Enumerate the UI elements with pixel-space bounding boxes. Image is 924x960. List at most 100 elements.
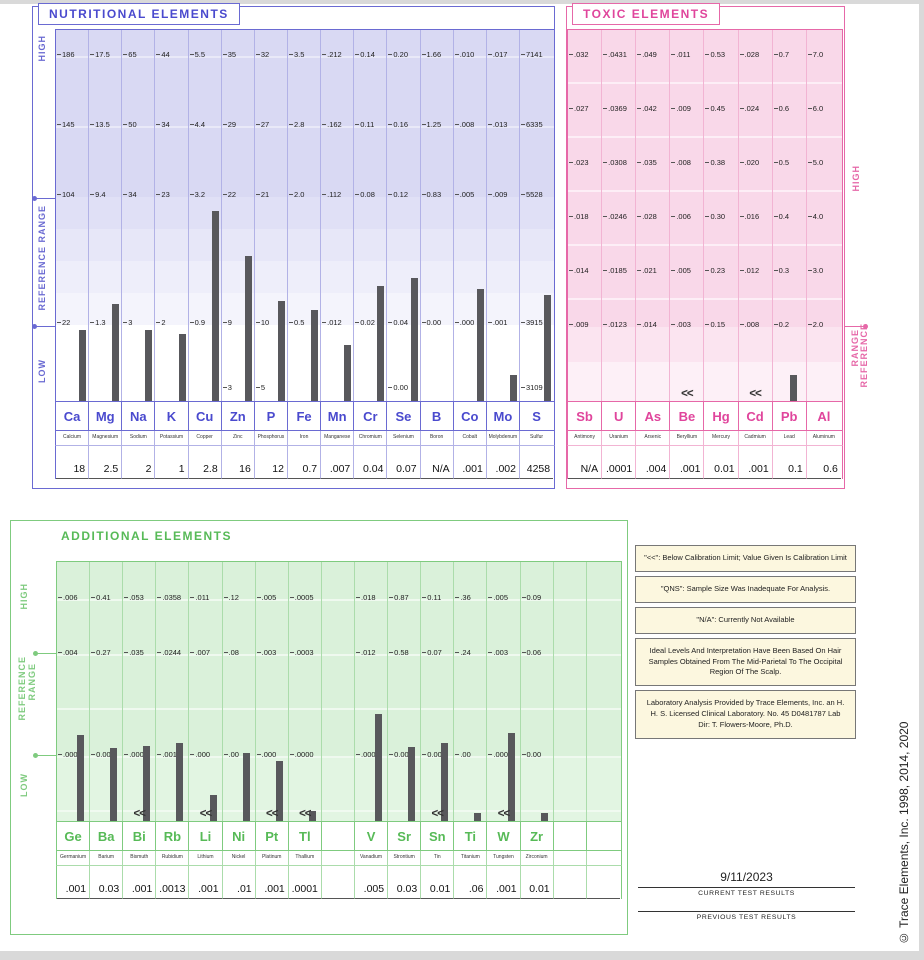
scale-tick: 0.11 — [422, 594, 441, 602]
scale-tick: 0.5 — [289, 319, 304, 327]
element-name: Lithium — [189, 851, 223, 865]
scale-tick: 3109 — [521, 384, 543, 392]
result-bar — [244, 256, 252, 401]
scale-tick: 3.0 — [808, 267, 823, 275]
element-column-Mn: .212 .162 .112 .012 — [321, 30, 355, 401]
scale-tick: .000 — [488, 751, 508, 759]
result-value: 0.01 — [421, 866, 455, 899]
element-symbol: Al — [817, 408, 831, 424]
below-calibration-flag: << — [299, 808, 311, 820]
scale-tick: 29 — [223, 121, 236, 129]
current-results-line — [638, 887, 855, 888]
spacer — [638, 897, 855, 910]
result-value: 0.7 — [287, 446, 322, 479]
scale-tick: .0003 — [290, 649, 314, 657]
element-column-As: .049 .042 .035 .028 .021 .014 — [636, 30, 671, 401]
scale-tick: .016 — [740, 213, 760, 221]
result-bar — [277, 301, 285, 401]
element-name: Selenium — [387, 431, 421, 445]
element-column-Sn: 0.11 0.07 0.00 << — [421, 562, 455, 821]
result-value — [586, 866, 620, 899]
scale-tick: .001 — [488, 319, 508, 327]
element-column-U: .0431 .0369 .0308 .0246 .0185 .0123 — [602, 30, 637, 401]
scale-tick: 0.02 — [355, 319, 375, 327]
scale-tick: 0.3 — [774, 267, 789, 275]
element-name: Phosphorus — [255, 431, 288, 445]
toxic-chart: .032 .027 .023 .018 .014 .009 .0431 .0369 .0308.… — [567, 29, 843, 401]
element-column-Sb: .032 .027 .023 .018 .014 .009 — [568, 30, 603, 401]
result-bar — [311, 310, 319, 401]
element-symbol — [554, 822, 587, 850]
result-value: .001 — [670, 446, 705, 479]
scale-tick: .0369 — [603, 105, 627, 113]
scale-tick: .028 — [637, 213, 657, 221]
scale-tick: .004 — [58, 649, 78, 657]
element-symbol: B — [421, 402, 454, 430]
scale-tick: 0.16 — [388, 121, 408, 129]
scale-tick: 0.58 — [389, 649, 409, 657]
scale-tick: .0185 — [603, 267, 627, 275]
result-value: 0.1 — [772, 446, 807, 479]
result-value: 2.8 — [188, 446, 222, 479]
element-symbol: Mo — [487, 402, 520, 430]
element-column-blank — [322, 562, 355, 821]
element-symbol: Fe — [288, 402, 322, 430]
element-column-Hg: 0.53 0.45 0.38 0.30 0.23 0.15 — [704, 30, 739, 401]
scale-tick: 3 — [223, 384, 232, 392]
scale-tick: .000 — [190, 751, 210, 759]
scale-tick: 0.12 — [388, 191, 408, 199]
result-value: .0013 — [156, 866, 190, 899]
element-symbol: Pb — [773, 402, 807, 430]
scale-tick: 186 — [57, 51, 75, 59]
scale-tick: 0.09 — [522, 594, 542, 602]
element-symbol: Cu — [189, 402, 222, 430]
result-value: 2.5 — [89, 446, 123, 479]
scale-tick: .012 — [356, 649, 376, 657]
scale-tick: .028 — [740, 51, 760, 59]
scale-tick: .018 — [356, 594, 376, 602]
scale-tick: .006 — [671, 213, 691, 221]
element-column-blank — [554, 562, 587, 821]
scale-tick: 6.0 — [808, 105, 823, 113]
scale-tick: .08 — [224, 649, 239, 657]
result-value: .0001 — [602, 446, 637, 479]
scale-tick: 27 — [256, 121, 269, 129]
scale-tick: 0.07 — [422, 649, 442, 657]
element-name: Bismuth — [123, 851, 157, 865]
scale-tick: 0.15 — [705, 321, 725, 329]
element-column-V: .018 .012 .000 — [355, 562, 389, 821]
scale-tick: .008 — [671, 159, 691, 167]
toxic-result-row: N/A .0001.004.001 0.01.001 0.1 0.6 — [567, 446, 843, 479]
copyright-text: © Trace Elements, Inc. 1998, 2014, 2020 — [897, 721, 911, 945]
note-na: "N/A": Currently Not Available — [635, 606, 856, 634]
scale-tick: 2.8 — [289, 121, 304, 129]
nutritional-high-label: HIGH — [37, 35, 47, 62]
scale-tick: .12 — [224, 594, 239, 602]
element-column-Ba: 0.41 0.27 0.00 — [90, 562, 124, 821]
previous-results-label: PREVIOUS TEST RESULTS — [696, 914, 797, 921]
scale-tick: .010 — [455, 51, 475, 59]
scale-tick: .012 — [740, 267, 760, 275]
scale-tick: 0.9 — [190, 319, 205, 327]
element-symbol: Sr — [388, 822, 422, 850]
element-column-Pb: 0.7 0.6 0.5 0.4 0.3 0.2 — [773, 30, 807, 401]
additional-reference-label: REFERENCE — [17, 656, 27, 721]
scale-tick: .0246 — [603, 213, 627, 221]
element-name: Copper — [189, 431, 222, 445]
scale-tick: 0.27 — [91, 649, 111, 657]
scale-tick: 0.83 — [422, 191, 442, 199]
scale-tick: 21 — [256, 191, 269, 199]
additional-ref-top-marker — [33, 650, 56, 656]
scale-tick: 0.00 — [91, 751, 111, 759]
result-value: 18 — [56, 446, 90, 479]
reference-range-bottom-marker — [32, 323, 55, 329]
element-column-S: 7141 6335 5528 3915 3109 — [520, 30, 553, 401]
result-value: .004 — [636, 446, 671, 479]
element-name: Nickel — [223, 851, 256, 865]
element-name: Strontium — [388, 851, 422, 865]
element-name: Iron — [288, 431, 322, 445]
scale-tick: 5 — [256, 384, 265, 392]
scale-tick: .011 — [190, 594, 209, 602]
result-bar — [178, 334, 186, 401]
note-below-calibration: "<<": Below Calibration Limit; Value Giv… — [635, 545, 856, 572]
